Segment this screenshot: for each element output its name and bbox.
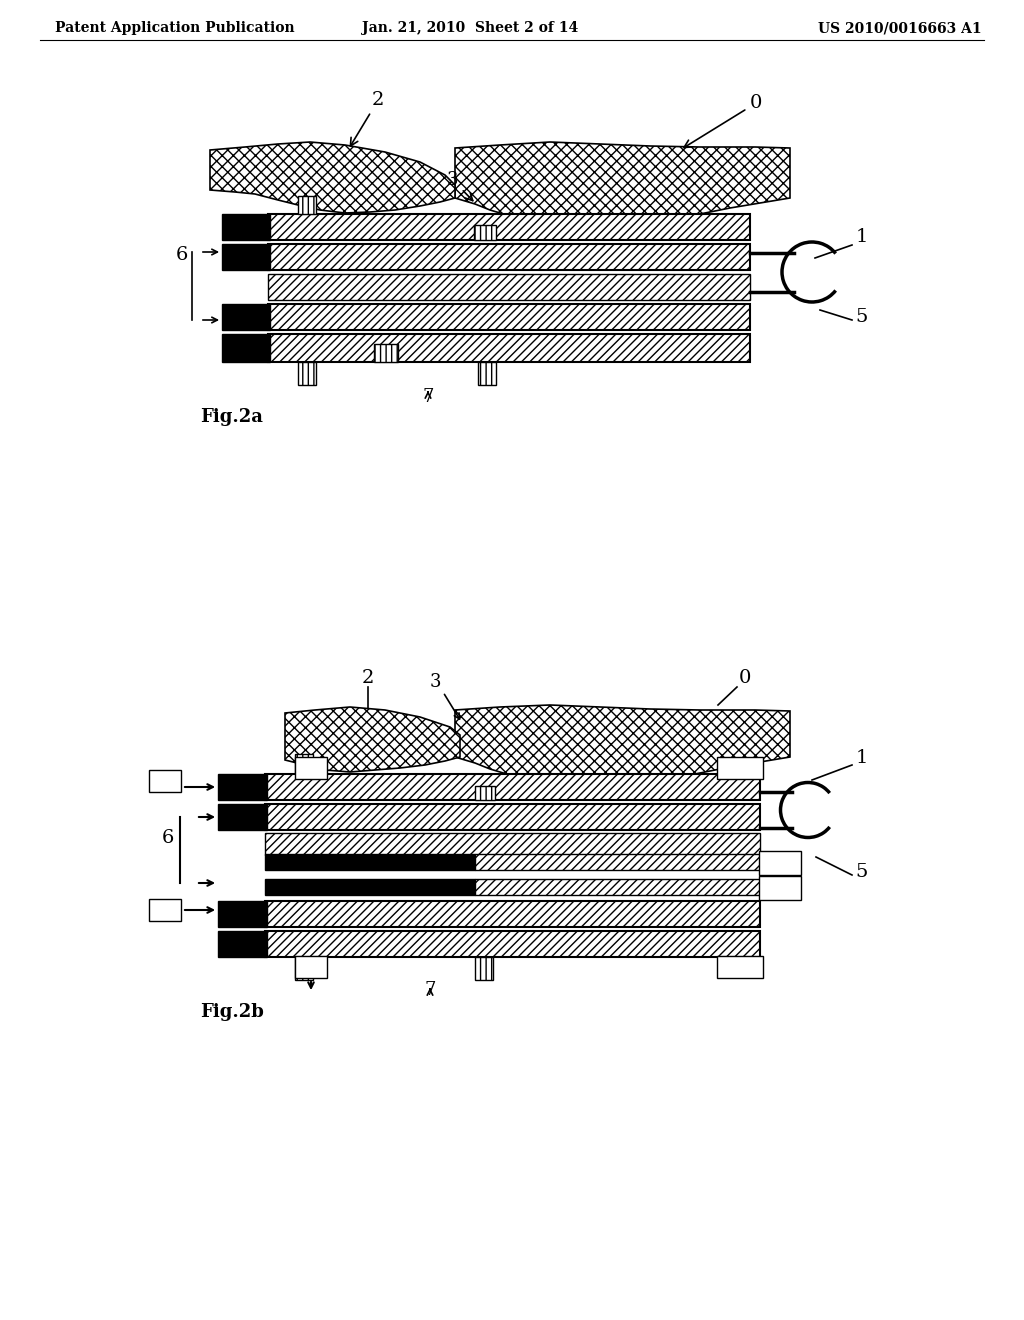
Bar	[218, 774, 267, 800]
Bar	[374, 345, 398, 362]
Bar	[222, 304, 270, 330]
Polygon shape	[285, 708, 460, 772]
FancyBboxPatch shape	[717, 756, 763, 779]
Bar	[295, 754, 313, 774]
Text: 7: 7	[424, 981, 435, 999]
Text: 5: 5	[856, 308, 868, 326]
Bar	[218, 902, 267, 927]
Text: 2: 2	[350, 91, 384, 147]
Bar	[222, 244, 270, 271]
FancyBboxPatch shape	[759, 876, 801, 900]
Bar	[265, 854, 475, 870]
Bar	[475, 957, 493, 979]
Text: 0: 0	[738, 669, 752, 686]
Text: 7: 7	[422, 388, 434, 407]
Bar	[218, 804, 267, 830]
FancyBboxPatch shape	[150, 770, 181, 792]
Bar	[268, 304, 750, 330]
Bar	[265, 804, 760, 830]
FancyBboxPatch shape	[150, 899, 181, 921]
Text: 3: 3	[447, 172, 473, 201]
Bar	[474, 224, 496, 240]
Text: C2): C2)	[770, 883, 790, 894]
Text: a): a)	[159, 775, 171, 788]
Bar	[268, 214, 750, 240]
Text: a): a)	[159, 903, 171, 916]
Text: 2: 2	[361, 669, 374, 686]
Bar	[298, 362, 316, 385]
Bar	[268, 244, 750, 271]
Bar	[475, 854, 760, 870]
FancyBboxPatch shape	[717, 956, 763, 978]
Text: 3: 3	[429, 673, 440, 690]
Bar	[265, 931, 760, 957]
Text: Fig.2a: Fig.2a	[200, 408, 263, 426]
Bar	[265, 879, 475, 895]
Bar	[475, 785, 495, 800]
FancyBboxPatch shape	[295, 956, 327, 978]
Bar	[268, 334, 750, 362]
Bar	[478, 362, 496, 385]
Text: C1): C1)	[729, 762, 752, 775]
FancyBboxPatch shape	[759, 851, 801, 875]
Text: b): b)	[304, 762, 317, 775]
Text: b): b)	[304, 961, 317, 974]
Bar	[265, 902, 760, 927]
Bar	[265, 833, 760, 855]
Bar	[475, 879, 760, 895]
Text: 5: 5	[856, 863, 868, 880]
Polygon shape	[455, 143, 790, 226]
Text: 1: 1	[856, 748, 868, 767]
Bar	[218, 931, 267, 957]
Text: Patent Application Publication: Patent Application Publication	[55, 21, 295, 36]
Text: 6: 6	[162, 829, 174, 847]
Text: Fig.2b: Fig.2b	[200, 1003, 264, 1020]
Bar	[268, 275, 750, 300]
Text: 1: 1	[856, 228, 868, 246]
Text: C2): C2)	[770, 858, 790, 869]
Text: US 2010/0016663 A1: US 2010/0016663 A1	[818, 21, 982, 36]
Bar	[222, 214, 270, 240]
Bar	[298, 195, 316, 214]
Bar	[295, 957, 313, 979]
Polygon shape	[210, 143, 455, 213]
Text: Jan. 21, 2010  Sheet 2 of 14: Jan. 21, 2010 Sheet 2 of 14	[361, 21, 579, 36]
Bar	[265, 774, 760, 800]
Text: C1): C1)	[729, 961, 752, 974]
Polygon shape	[455, 705, 790, 785]
Text: 6: 6	[176, 246, 188, 264]
FancyBboxPatch shape	[295, 756, 327, 779]
Text: 0: 0	[684, 94, 763, 148]
Bar	[222, 334, 270, 362]
